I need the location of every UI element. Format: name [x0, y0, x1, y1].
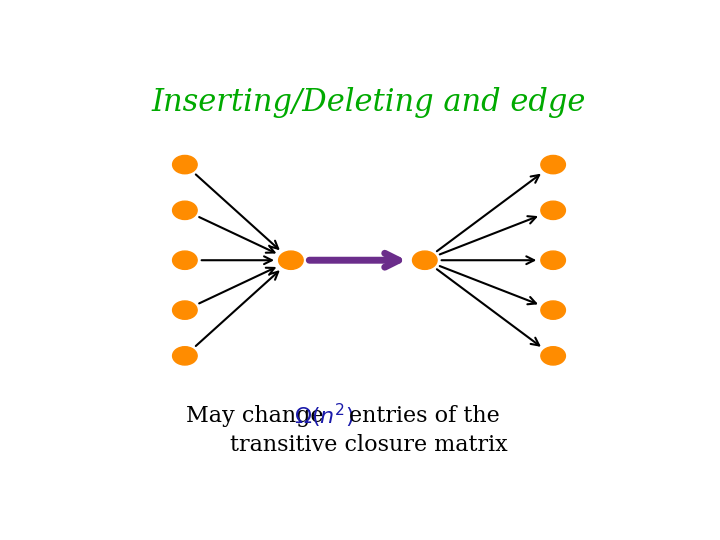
Circle shape — [541, 301, 565, 319]
Text: May change: May change — [186, 405, 323, 427]
Text: entries of the: entries of the — [349, 405, 500, 427]
Circle shape — [541, 201, 565, 219]
Circle shape — [541, 347, 565, 365]
Text: transitive closure matrix: transitive closure matrix — [230, 434, 508, 456]
Circle shape — [173, 347, 197, 365]
Circle shape — [541, 251, 565, 269]
Text: $\Omega(n^2)$: $\Omega(n^2)$ — [294, 402, 354, 430]
Circle shape — [541, 156, 565, 174]
Text: Inserting/Deleting and edge: Inserting/Deleting and edge — [152, 87, 586, 118]
Circle shape — [413, 251, 437, 269]
Circle shape — [173, 156, 197, 174]
Circle shape — [173, 301, 197, 319]
Circle shape — [279, 251, 303, 269]
Circle shape — [173, 201, 197, 219]
Circle shape — [173, 251, 197, 269]
